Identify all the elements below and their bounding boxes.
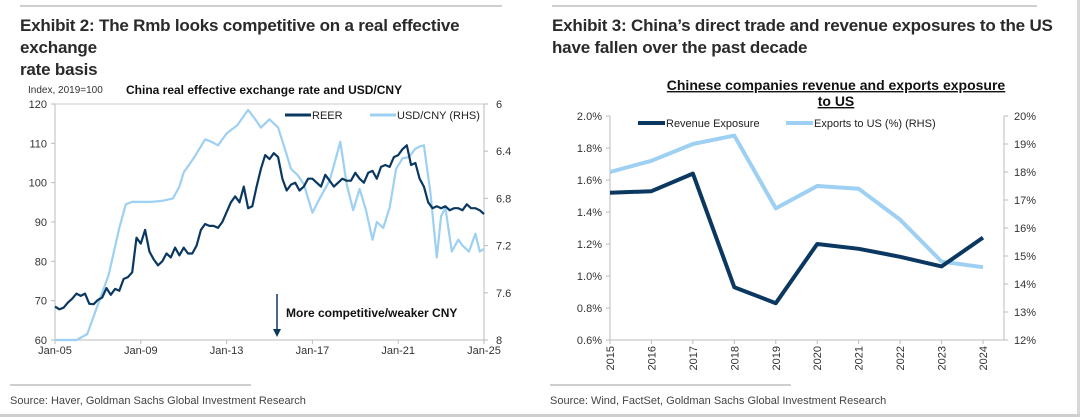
y-tick-label: 0.8% [577, 303, 602, 315]
annotation-text: More competitive/weaker CNY [286, 306, 457, 320]
x-tick-label: 2015 [605, 346, 617, 370]
reer-chart: Index, 2019=100 China real effective exc… [28, 83, 511, 357]
page-border-right [1077, 0, 1080, 417]
x-tick-label: Jan-21 [381, 345, 415, 357]
x-tick-label: 2023 [937, 346, 949, 370]
y-tick-label: 120 [29, 99, 47, 111]
top-divider [552, 5, 1037, 7]
series-line-revenue [609, 171, 985, 306]
y-tick-label: 1.4% [577, 207, 602, 219]
y-right-tick-label: 7.6 [496, 288, 511, 300]
y-tick-label: 2.0% [577, 111, 602, 123]
y-tick-label: 110 [29, 138, 47, 150]
source-note: Source: Wind, FactSet, Goldman Sachs Glo… [550, 395, 887, 407]
y-tick-label: 1.2% [577, 239, 602, 251]
y-right-tick-label: 17% [1014, 195, 1036, 207]
bottom-divider [10, 384, 251, 386]
series-line-usdcny [55, 108, 485, 342]
top-divider [20, 5, 502, 7]
y-right-tick-label: 6.4 [496, 146, 511, 158]
x-tick-label: Jan-13 [210, 345, 244, 357]
y-tick-label: 1.8% [577, 143, 602, 155]
x-tick-label: Jan-09 [124, 345, 158, 357]
legend-label-usdcny: USD/CNY (RHS) [397, 110, 480, 122]
x-tick-label: Jan-05 [38, 345, 72, 357]
x-tick-label: Jan-17 [296, 345, 330, 357]
y-tick-label: 90 [35, 217, 47, 229]
legend-label-exports: Exports to US (%) (RHS) [814, 118, 936, 130]
chart-title-line2: to US [818, 93, 855, 109]
exhibit-3-title-line2: have fallen over the past decade [552, 38, 808, 57]
legend: REER USD/CNY (RHS) [285, 110, 480, 122]
y-right-tick-label: 6 [496, 99, 502, 111]
y-tick-label: 100 [29, 178, 47, 190]
x-tick-label: 2024 [978, 346, 990, 370]
y-right-tick-label: 14% [1014, 279, 1036, 291]
legend: Revenue Exposure Exports to US (%) (RHS) [638, 118, 936, 130]
exhibit-3-panel: Exhibit 3: China’s direct trade and reve… [540, 0, 1080, 417]
y-right-tick-label: 13% [1014, 307, 1036, 319]
exhibit-2-title-line1: Exhibit 2: The Rmb looks competitive on … [20, 16, 460, 57]
x-tick-label: Jan-25 [467, 345, 501, 357]
y-right-tick-label: 7.2 [496, 241, 511, 253]
bottom-divider [550, 384, 791, 386]
y-right-tick-label: 8 [496, 335, 502, 347]
y-right-tick-label: 15% [1014, 251, 1036, 263]
x-tick-label: 2018 [729, 346, 741, 370]
series-line-reer [54, 144, 485, 311]
annotation: More competitive/weaker CNY [273, 294, 457, 337]
exhibit-2-title-line2: rate basis [20, 60, 98, 79]
x-tick-label: 2016 [646, 346, 658, 370]
x-tick-label: 2020 [812, 346, 824, 370]
y-right-tick-label: 6.8 [496, 193, 511, 205]
x-tick-label: 2019 [771, 346, 783, 370]
y-right-tick-label: 20% [1014, 111, 1036, 123]
legend-label-reer: REER [312, 110, 343, 122]
x-tick-label: 2021 [854, 346, 866, 370]
exposure-chart: Chinese companies revenue and exports ex… [577, 77, 1036, 370]
y-tick-label: 80 [35, 256, 47, 268]
y-tick-label: 70 [35, 296, 47, 308]
page-border-bottom [0, 414, 1080, 417]
y-right-tick-label: 18% [1014, 167, 1036, 179]
x-tick-label: 2017 [688, 346, 700, 370]
chart-title: China real effective exchange rate and U… [126, 83, 402, 97]
exhibit-2-panel: Exhibit 2: The Rmb looks competitive on … [10, 5, 540, 407]
legend-label-revenue: Revenue Exposure [666, 118, 760, 130]
exhibit-3-title: Exhibit 3: China’s direct trade and reve… [552, 15, 1072, 59]
y-tick-label: 60 [35, 335, 47, 347]
source-note: Source: Haver, Goldman Sachs Global Inve… [10, 395, 306, 407]
y-tick-label: 1.6% [577, 175, 602, 187]
y-right-tick-label: 16% [1014, 223, 1036, 235]
arrow-head-icon [273, 329, 281, 337]
left-axis-unit-label: Index, 2019=100 [28, 85, 103, 96]
y-tick-label: 0.6% [577, 335, 602, 347]
y-tick-label: 1.0% [577, 271, 602, 283]
chart-title-line1: Chinese companies revenue and exports ex… [667, 77, 1006, 93]
exhibit-2-title: Exhibit 2: The Rmb looks competitive on … [20, 15, 540, 81]
series-line-exports [609, 133, 984, 270]
y-right-tick-label: 12% [1014, 335, 1036, 347]
y-right-tick-label: 19% [1014, 139, 1036, 151]
x-tick-label: 2022 [895, 346, 907, 370]
exhibit-3-title-line1: Exhibit 3: China’s direct trade and reve… [552, 16, 1053, 35]
